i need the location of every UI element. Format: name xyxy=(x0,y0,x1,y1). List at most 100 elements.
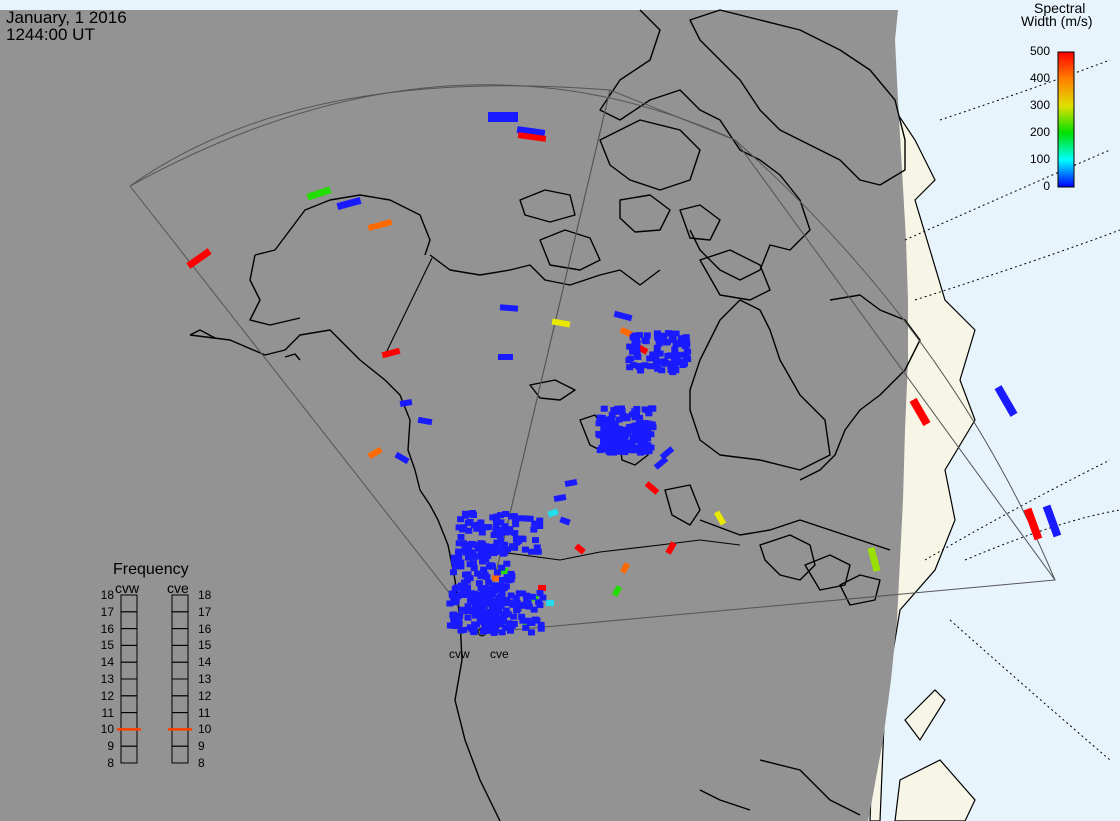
scatter-cell xyxy=(595,431,603,437)
scatter-cell xyxy=(507,627,514,634)
scatter-cell xyxy=(626,364,634,371)
scatter-cell xyxy=(507,570,515,577)
frequency-radar-cvw-label: cvw xyxy=(115,580,140,596)
scatter-cell xyxy=(909,397,931,427)
scatter-cell xyxy=(469,592,477,599)
scatter-cell xyxy=(487,618,495,625)
scatter-cell xyxy=(629,423,637,430)
scatter-cell xyxy=(497,619,505,625)
scatter-cell xyxy=(526,515,534,522)
scatter-cell xyxy=(553,494,567,502)
scatter-cell xyxy=(493,513,501,520)
scatter-cell xyxy=(616,448,624,455)
scatter-cell xyxy=(462,512,469,519)
scatter-cell xyxy=(643,332,651,339)
scatter-cell xyxy=(603,430,611,437)
scatter-cell xyxy=(659,337,667,344)
scatter-cell xyxy=(637,440,645,447)
scatter-cell xyxy=(613,310,633,322)
scatter-cell xyxy=(654,365,662,372)
scatter-cell xyxy=(502,607,510,614)
frequency-level-label: 13 xyxy=(198,672,212,686)
colorbar-tick-300: 300 xyxy=(1029,98,1050,112)
scatter-cell xyxy=(518,613,526,620)
scatter-cell xyxy=(1023,507,1043,541)
scatter-cell xyxy=(498,354,513,360)
scatter-cell xyxy=(457,534,465,540)
scatter-cell xyxy=(519,617,527,624)
scatter-cell xyxy=(495,519,502,526)
scatter-cell xyxy=(533,544,541,551)
scatter-cell xyxy=(417,416,433,426)
scatter-cell xyxy=(559,516,571,526)
scatter-cell xyxy=(636,424,644,430)
scatter-cell xyxy=(603,421,610,428)
scatter-cell xyxy=(625,444,632,451)
frequency-level-label: 11 xyxy=(198,705,211,720)
scatter-cell xyxy=(536,523,544,529)
night-shade xyxy=(0,10,908,821)
scatter-cell xyxy=(641,440,649,447)
scatter-cell xyxy=(633,406,641,412)
frequency-level-label: 14 xyxy=(198,655,212,670)
scatter-cell xyxy=(523,598,531,605)
scatter-cell xyxy=(653,330,661,337)
scatter-cell xyxy=(498,585,506,592)
scatter-cell xyxy=(498,588,506,595)
scatter-cell xyxy=(460,540,467,547)
scatter-cell xyxy=(547,508,559,518)
scatter-cell xyxy=(476,593,484,600)
scatter-cell xyxy=(635,414,643,421)
scatter-cell xyxy=(492,575,500,581)
scatter-cell xyxy=(646,355,654,362)
frequency-level-label: 12 xyxy=(198,688,212,703)
scatter-cell xyxy=(611,585,623,597)
scatter-cell xyxy=(681,360,688,367)
scatter-cell xyxy=(631,414,639,421)
scatter-cell xyxy=(472,612,480,619)
scatter-cell xyxy=(491,627,499,634)
scatter-cell xyxy=(505,620,513,627)
scatter-cell xyxy=(480,566,488,573)
scatter-cell xyxy=(450,554,458,561)
scatter-cell xyxy=(641,406,649,413)
scatter-cell xyxy=(664,352,672,359)
scatter-cell xyxy=(618,426,626,433)
scatter-cell xyxy=(645,410,653,417)
scatter-cell xyxy=(523,593,531,600)
frequency-box xyxy=(171,745,189,764)
scatter-cell xyxy=(481,585,489,592)
scatter-cell xyxy=(486,543,494,550)
scatter-cell xyxy=(498,564,506,571)
scatter-cell xyxy=(631,444,639,451)
frequency-level-label: 16 xyxy=(100,621,114,636)
scatter-cell xyxy=(367,446,383,460)
scatter-cell xyxy=(630,362,637,369)
scatter-cell xyxy=(528,548,535,555)
frequency-level-label: 18 xyxy=(198,588,212,602)
scatter-cell xyxy=(669,369,677,376)
scatter-cell xyxy=(522,624,530,631)
scatter-cell xyxy=(528,619,536,626)
radar-label-cvw: cvw xyxy=(449,647,470,661)
scatter-cell xyxy=(485,612,493,619)
scatter-cell xyxy=(867,547,881,572)
scatter-cell xyxy=(507,576,515,583)
scatter-cell xyxy=(618,441,626,448)
scatter-cell xyxy=(608,425,616,432)
scatter-cell xyxy=(490,582,498,589)
coastlines xyxy=(189,9,921,821)
scatter-cell xyxy=(502,511,510,517)
scatter-cell xyxy=(614,425,622,432)
scatter-cell xyxy=(683,340,691,346)
scatter-cell xyxy=(451,558,459,565)
scatter-cell xyxy=(644,435,652,442)
scatter-cell xyxy=(616,435,623,442)
scatter-cell xyxy=(512,521,520,528)
scatter-cell xyxy=(521,546,529,553)
frequency-level-label: 18 xyxy=(100,588,114,602)
scatter-cell xyxy=(479,545,487,552)
frequency-radar-cve-label: cve xyxy=(167,580,189,596)
colorbar-title-line1: Spectral xyxy=(1034,0,1086,16)
